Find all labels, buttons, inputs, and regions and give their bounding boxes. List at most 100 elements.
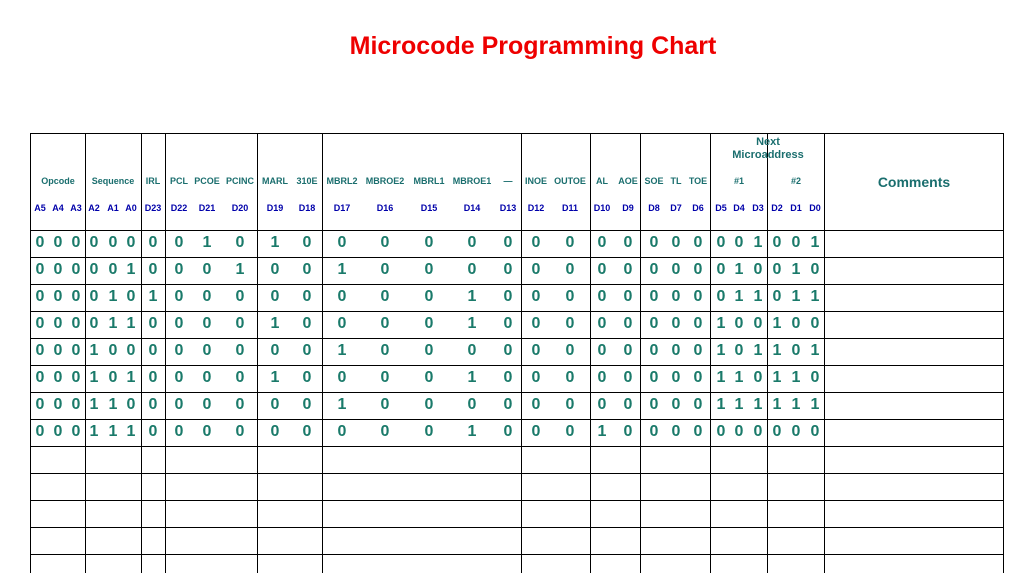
bit-cell[interactable]: 0 xyxy=(35,369,45,386)
bit-cell[interactable]: 0 xyxy=(424,396,434,413)
bit-cell[interactable]: 1 xyxy=(810,288,820,305)
bit-cell[interactable]: 0 xyxy=(671,288,681,305)
bit-cell[interactable]: 0 xyxy=(424,288,434,305)
bit-cell[interactable]: 0 xyxy=(531,369,541,386)
bit-cell[interactable]: 0 xyxy=(791,342,801,359)
bit-cell[interactable]: 0 xyxy=(565,369,575,386)
bit-cell[interactable]: 0 xyxy=(108,342,118,359)
bit-cell[interactable]: 0 xyxy=(772,423,782,440)
bit-cell[interactable]: 0 xyxy=(565,342,575,359)
bit-cell[interactable]: 0 xyxy=(380,234,390,251)
bit-cell[interactable]: 0 xyxy=(503,423,513,440)
bit-cell[interactable]: 0 xyxy=(174,261,184,278)
bit-cell[interactable]: 0 xyxy=(565,423,575,440)
bit-cell[interactable]: 1 xyxy=(467,423,477,440)
bit-cell[interactable]: 0 xyxy=(716,288,726,305)
bit-cell[interactable]: 0 xyxy=(71,234,81,251)
bit-cell[interactable]: 0 xyxy=(753,423,763,440)
bit-cell[interactable]: 1 xyxy=(772,396,782,413)
bit-cell[interactable]: 1 xyxy=(753,234,763,251)
bit-cell[interactable]: 0 xyxy=(467,234,477,251)
bit-cell[interactable]: 0 xyxy=(380,315,390,332)
bit-cell[interactable]: 0 xyxy=(649,342,659,359)
bit-cell[interactable]: 0 xyxy=(649,369,659,386)
bit-cell[interactable]: 1 xyxy=(791,261,801,278)
bit-cell[interactable]: 0 xyxy=(53,342,63,359)
bit-cell[interactable]: 0 xyxy=(649,396,659,413)
bit-cell[interactable]: 0 xyxy=(623,423,633,440)
bit-cell[interactable]: 0 xyxy=(503,396,513,413)
bit-cell[interactable]: 0 xyxy=(753,369,763,386)
bit-cell[interactable]: 0 xyxy=(565,288,575,305)
bit-cell[interactable]: 0 xyxy=(235,369,245,386)
bit-cell[interactable]: 1 xyxy=(270,234,280,251)
bit-cell[interactable]: 0 xyxy=(202,369,212,386)
bit-cell[interactable]: 0 xyxy=(597,396,607,413)
bit-cell[interactable]: 1 xyxy=(772,369,782,386)
bit-cell[interactable]: 1 xyxy=(810,342,820,359)
bit-cell[interactable]: 0 xyxy=(623,396,633,413)
bit-cell[interactable]: 1 xyxy=(126,369,136,386)
bit-cell[interactable]: 0 xyxy=(693,234,703,251)
bit-cell[interactable]: 0 xyxy=(623,369,633,386)
bit-cell[interactable]: 0 xyxy=(623,261,633,278)
bit-cell[interactable]: 0 xyxy=(202,261,212,278)
bit-cell[interactable]: 1 xyxy=(753,288,763,305)
bit-cell[interactable]: 0 xyxy=(623,288,633,305)
bit-cell[interactable]: 0 xyxy=(174,234,184,251)
bit-cell[interactable]: 0 xyxy=(53,369,63,386)
bit-cell[interactable]: 0 xyxy=(89,234,99,251)
bit-cell[interactable]: 1 xyxy=(337,396,347,413)
bit-cell[interactable]: 0 xyxy=(71,369,81,386)
bit-cell[interactable]: 0 xyxy=(531,342,541,359)
bit-cell[interactable]: 0 xyxy=(235,396,245,413)
bit-cell[interactable]: 0 xyxy=(503,234,513,251)
bit-cell[interactable]: 0 xyxy=(35,423,45,440)
bit-cell[interactable]: 0 xyxy=(235,342,245,359)
bit-cell[interactable]: 0 xyxy=(270,288,280,305)
bit-cell[interactable]: 1 xyxy=(734,396,744,413)
bit-cell[interactable]: 0 xyxy=(597,234,607,251)
bit-cell[interactable]: 0 xyxy=(174,315,184,332)
bit-cell[interactable]: 0 xyxy=(424,369,434,386)
bit-cell[interactable]: 0 xyxy=(467,342,477,359)
bit-cell[interactable]: 0 xyxy=(53,315,63,332)
bit-cell[interactable]: 1 xyxy=(126,261,136,278)
bit-cell[interactable]: 1 xyxy=(108,315,118,332)
bit-cell[interactable]: 0 xyxy=(671,234,681,251)
bit-cell[interactable]: 0 xyxy=(503,342,513,359)
bit-cell[interactable]: 1 xyxy=(734,261,744,278)
bit-cell[interactable]: 0 xyxy=(649,288,659,305)
bit-cell[interactable]: 0 xyxy=(148,369,158,386)
bit-cell[interactable]: 0 xyxy=(35,315,45,332)
bit-cell[interactable]: 0 xyxy=(174,288,184,305)
bit-cell[interactable]: 0 xyxy=(302,288,312,305)
bit-cell[interactable]: 0 xyxy=(337,369,347,386)
bit-cell[interactable]: 0 xyxy=(108,234,118,251)
bit-cell[interactable]: 0 xyxy=(649,234,659,251)
bit-cell[interactable]: 1 xyxy=(772,315,782,332)
bit-cell[interactable]: 0 xyxy=(108,369,118,386)
bit-cell[interactable]: 0 xyxy=(791,234,801,251)
bit-cell[interactable]: 1 xyxy=(810,234,820,251)
bit-cell[interactable]: 0 xyxy=(671,342,681,359)
bit-cell[interactable]: 0 xyxy=(671,315,681,332)
bit-cell[interactable]: 0 xyxy=(270,261,280,278)
bit-cell[interactable]: 1 xyxy=(235,261,245,278)
bit-cell[interactable]: 1 xyxy=(89,396,99,413)
bit-cell[interactable]: 0 xyxy=(35,261,45,278)
bit-cell[interactable]: 0 xyxy=(53,234,63,251)
bit-cell[interactable]: 0 xyxy=(597,261,607,278)
bit-cell[interactable]: 0 xyxy=(202,315,212,332)
bit-cell[interactable]: 0 xyxy=(503,288,513,305)
bit-cell[interactable]: 0 xyxy=(716,234,726,251)
bit-cell[interactable]: 0 xyxy=(424,315,434,332)
bit-cell[interactable]: 0 xyxy=(693,423,703,440)
bit-cell[interactable]: 0 xyxy=(772,234,782,251)
bit-cell[interactable]: 0 xyxy=(531,396,541,413)
bit-cell[interactable]: 0 xyxy=(810,261,820,278)
bit-cell[interactable]: 0 xyxy=(380,342,390,359)
bit-cell[interactable]: 0 xyxy=(202,342,212,359)
bit-cell[interactable]: 0 xyxy=(148,315,158,332)
bit-cell[interactable]: 0 xyxy=(270,396,280,413)
